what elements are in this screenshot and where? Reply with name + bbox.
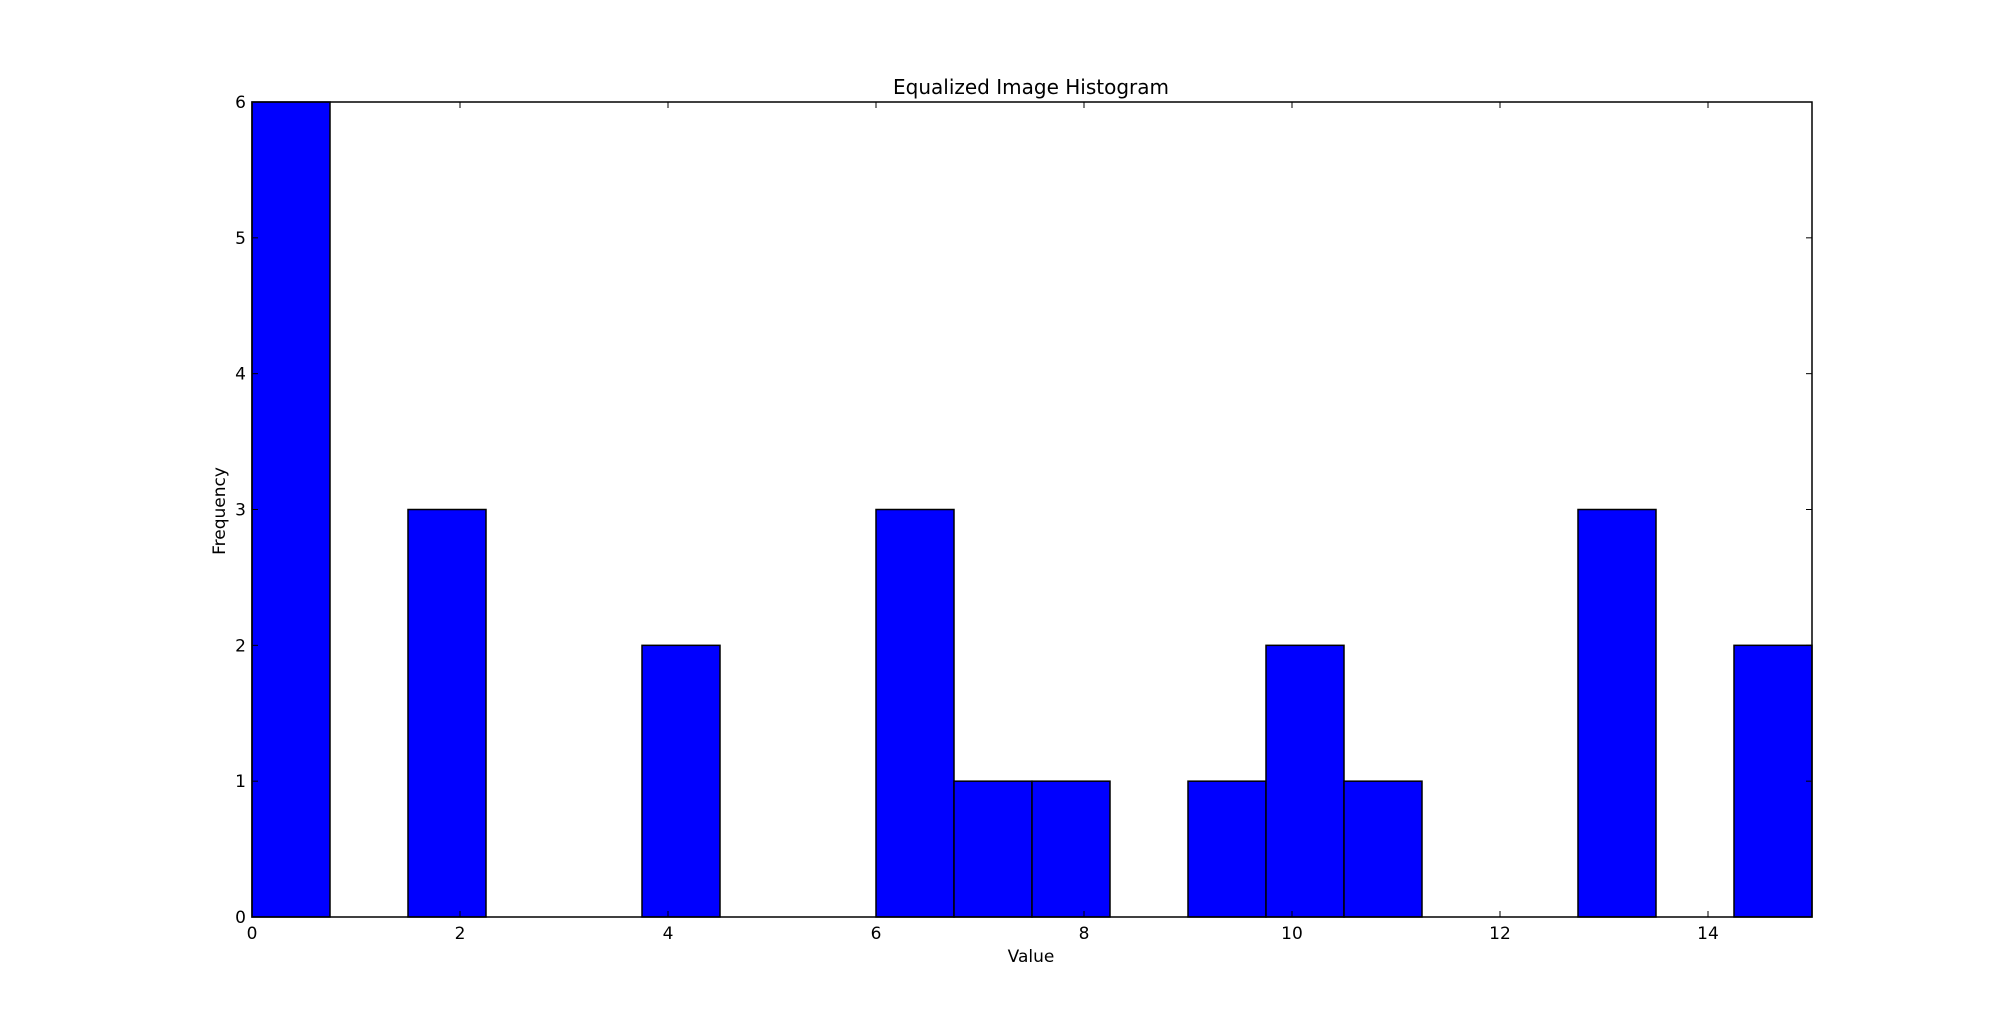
y-tick-label: 2: [235, 636, 246, 656]
x-tick-label: 14: [1697, 924, 1719, 944]
y-axis-label: Frequency: [210, 467, 230, 555]
y-tick-label: 3: [235, 501, 246, 521]
y-tick-label: 1: [235, 772, 246, 792]
x-axis-label: Value: [1008, 947, 1055, 967]
x-tick-labels: 0 2 4 6 8 10 12 14: [247, 924, 1719, 944]
histogram-bar: [641, 644, 721, 918]
histogram-bar: [1733, 644, 1813, 918]
histogram-bar: [1187, 780, 1267, 918]
y-tick-labels: 0 1 2 3 4 5 6: [235, 93, 246, 928]
histogram-bar: [1343, 780, 1423, 918]
x-tick-label: 2: [455, 924, 466, 944]
histogram-bar: [953, 780, 1033, 918]
x-tick-label: 10: [1281, 924, 1303, 944]
x-tick-label: 4: [663, 924, 674, 944]
y-tick-label: 5: [235, 229, 246, 249]
chart-title: Equalized Image Histogram: [893, 75, 1169, 99]
histogram-bar: [1265, 644, 1345, 918]
histogram-bar: [251, 101, 331, 918]
x-tick-label: 6: [871, 924, 882, 944]
y-tick-label: 0: [235, 908, 246, 928]
bar-group: [251, 101, 1813, 918]
histogram-bar: [1031, 780, 1111, 918]
histogram-bar: [875, 508, 955, 918]
y-tick-label: 6: [235, 93, 246, 113]
histogram-bar: [407, 508, 487, 918]
x-tick-label: 8: [1079, 924, 1090, 944]
histogram-bar: [1577, 508, 1657, 918]
x-tick-label: 0: [247, 924, 258, 944]
y-tick-label: 4: [235, 365, 246, 385]
x-tick-label: 12: [1489, 924, 1511, 944]
tick-group: [251, 101, 1812, 918]
